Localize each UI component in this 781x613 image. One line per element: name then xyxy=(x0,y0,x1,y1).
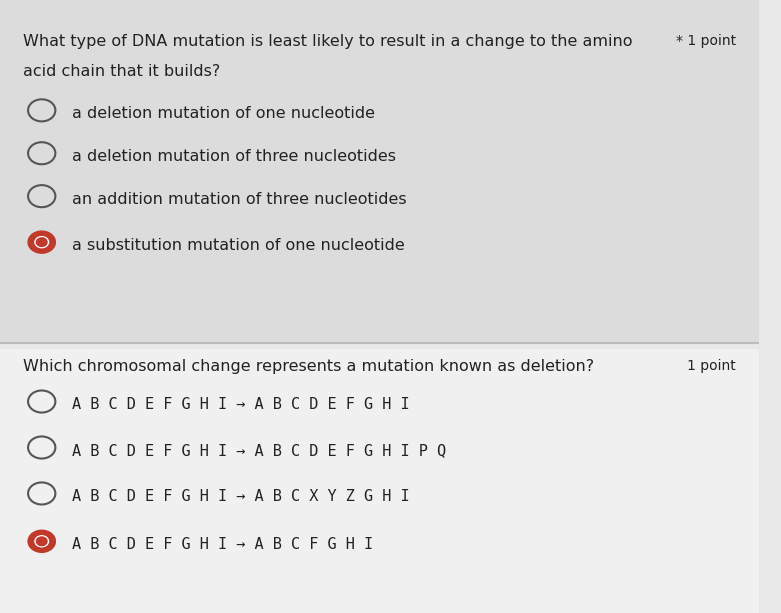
Text: a substitution mutation of one nucleotide: a substitution mutation of one nucleotid… xyxy=(72,238,405,253)
Text: What type of DNA mutation is least likely to result in a change to the amino: What type of DNA mutation is least likel… xyxy=(23,34,633,48)
Text: an addition mutation of three nucleotides: an addition mutation of three nucleotide… xyxy=(72,192,407,207)
FancyBboxPatch shape xyxy=(0,0,758,343)
Circle shape xyxy=(35,536,48,547)
Text: * 1 point: * 1 point xyxy=(676,34,736,48)
Text: 1 point: 1 point xyxy=(687,359,736,373)
Text: A B C D E F G H I → A B C D E F G H I P Q: A B C D E F G H I → A B C D E F G H I P … xyxy=(72,443,446,458)
Circle shape xyxy=(37,238,47,246)
Circle shape xyxy=(28,530,55,552)
FancyBboxPatch shape xyxy=(0,349,758,613)
Text: A B C D E F G H I → A B C F G H I: A B C D E F G H I → A B C F G H I xyxy=(72,537,373,552)
Text: a deletion mutation of one nucleotide: a deletion mutation of one nucleotide xyxy=(72,106,375,121)
Circle shape xyxy=(28,231,55,253)
Text: A B C D E F G H I → A B C D E F G H I: A B C D E F G H I → A B C D E F G H I xyxy=(72,397,410,412)
Text: a deletion mutation of three nucleotides: a deletion mutation of three nucleotides xyxy=(72,149,396,164)
Text: A B C D E F G H I → A B C X Y Z G H I: A B C D E F G H I → A B C X Y Z G H I xyxy=(72,489,410,504)
Circle shape xyxy=(35,237,48,248)
Circle shape xyxy=(37,537,47,546)
Text: acid chain that it builds?: acid chain that it builds? xyxy=(23,64,220,79)
Text: Which chromosomal change represents a mutation known as deletion?: Which chromosomal change represents a mu… xyxy=(23,359,594,373)
